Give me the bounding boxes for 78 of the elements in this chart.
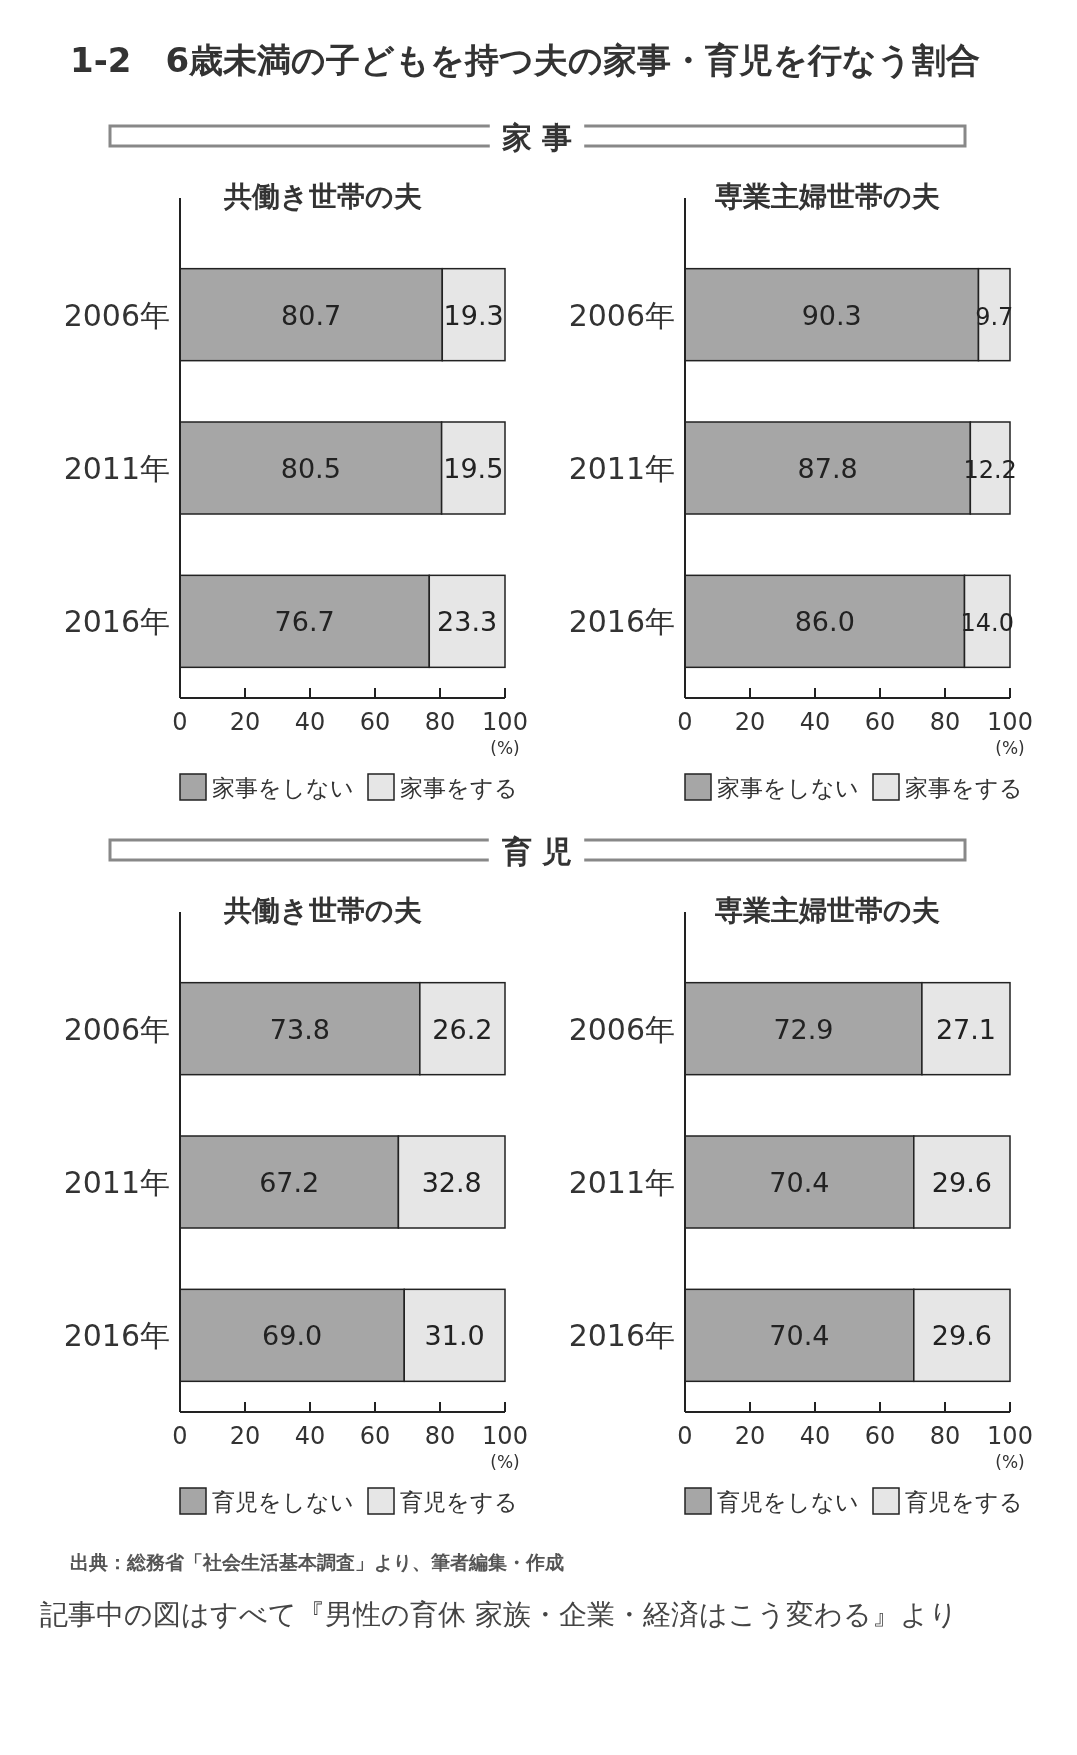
y-tick-label: 2006年 [568, 297, 675, 333]
x-tick-label: 100 [987, 1422, 1033, 1450]
x-tick-label: 40 [294, 708, 326, 736]
legend-label: 育児をしない [212, 1489, 354, 1515]
x-tick-label: 100 [987, 708, 1033, 736]
data-label: 90.3 [801, 299, 862, 331]
y-tick-label: 2006年 [63, 297, 170, 333]
data-label: 70.4 [769, 1320, 830, 1352]
x-axis-title: (%) [995, 1452, 1025, 1472]
data-label: 80.5 [280, 453, 341, 484]
text: 1-2 6歳未満の子どもを持つ夫の家事・育児を行なう割合 [69, 39, 982, 82]
data-label: 27.1 [935, 1013, 997, 1045]
x-tick-label: 100 [482, 1422, 528, 1450]
y-tick-label: 2011年 [63, 451, 170, 486]
data-label: 69.0 [262, 1320, 323, 1352]
x-tick-label: 0 [172, 1422, 188, 1450]
data-label: 73.8 [269, 1013, 330, 1045]
x-tick-label: 20 [229, 1422, 261, 1450]
x-tick-label: 20 [734, 708, 766, 736]
x-tick-label: 0 [172, 708, 188, 736]
legend-label: 家事をしない [212, 775, 354, 801]
legend-label: 育児をしない [717, 1489, 859, 1515]
y-tick-label: 2011年 [568, 451, 675, 486]
text: 育 児 [500, 834, 573, 869]
y-tick-label: 2016年 [568, 604, 675, 640]
x-tick-label: 60 [359, 1422, 391, 1450]
data-label: 72.9 [773, 1013, 834, 1045]
x-tick-label: 100 [482, 708, 528, 736]
data-label: 29.6 [931, 1320, 992, 1352]
data-label: 76.7 [274, 606, 335, 638]
x-tick-label: 40 [799, 708, 831, 736]
data-label: 32.8 [421, 1167, 482, 1198]
x-tick-label: 20 [734, 1422, 766, 1450]
data-label: 67.2 [259, 1167, 320, 1198]
x-tick-label: 60 [864, 708, 896, 736]
y-tick-label: 2016年 [568, 1318, 675, 1354]
data-label: 19.5 [443, 453, 504, 484]
y-tick-label: 2016年 [63, 1318, 170, 1354]
x-axis-title: (%) [490, 738, 520, 758]
legend-label: 家事をする [905, 775, 1023, 801]
x-tick-label: 20 [229, 708, 261, 736]
data-label: 31.0 [424, 1320, 485, 1352]
y-tick-label: 2006年 [568, 1011, 675, 1047]
x-tick-label: 80 [929, 1422, 961, 1450]
x-tick-label: 80 [424, 708, 456, 736]
data-label: 23.3 [437, 606, 498, 638]
x-axis-title: (%) [995, 738, 1025, 758]
x-tick-label: 0 [677, 708, 693, 736]
x-axis-title: (%) [490, 1452, 520, 1472]
legend-label: 家事をする [400, 775, 518, 801]
data-label: 70.4 [769, 1167, 830, 1198]
x-tick-label: 40 [799, 1422, 831, 1450]
data-label: 26.2 [432, 1013, 493, 1045]
chart-title: 専業主婦世帯の夫 [714, 180, 940, 213]
data-label: 87.8 [797, 453, 858, 484]
x-tick-label: 60 [864, 1422, 896, 1450]
x-tick-label: 0 [677, 1422, 693, 1450]
chart-title: 共働き世帯の夫 [222, 180, 422, 213]
y-tick-label: 2011年 [63, 1165, 170, 1200]
legend-label: 育児をする [905, 1489, 1023, 1515]
text: 家 事 [501, 120, 573, 155]
text: 記事中の図はすべて『男性の育休 家族・企業・経済はこう変わる』より [40, 1597, 959, 1633]
data-label: 80.7 [281, 299, 342, 331]
x-tick-label: 80 [424, 1422, 456, 1450]
chart-title: 共働き世帯の夫 [222, 894, 422, 927]
chart-title: 専業主婦世帯の夫 [714, 894, 940, 927]
data-label: 86.0 [794, 606, 855, 638]
x-tick-label: 60 [359, 708, 391, 736]
y-tick-label: 2011年 [568, 1165, 675, 1200]
data-label: 19.3 [443, 299, 504, 331]
legend-label: 家事をしない [717, 775, 859, 801]
data-label: 29.6 [931, 1167, 992, 1198]
y-tick-label: 2016年 [63, 604, 170, 640]
legend-label: 育児をする [400, 1489, 518, 1515]
x-tick-label: 80 [929, 708, 961, 736]
y-tick-label: 2006年 [63, 1011, 170, 1047]
source-note: 出典：総務省「社会生活基本調査」より、筆者編集・作成 [69, 1550, 565, 1575]
x-tick-label: 40 [294, 1422, 326, 1450]
